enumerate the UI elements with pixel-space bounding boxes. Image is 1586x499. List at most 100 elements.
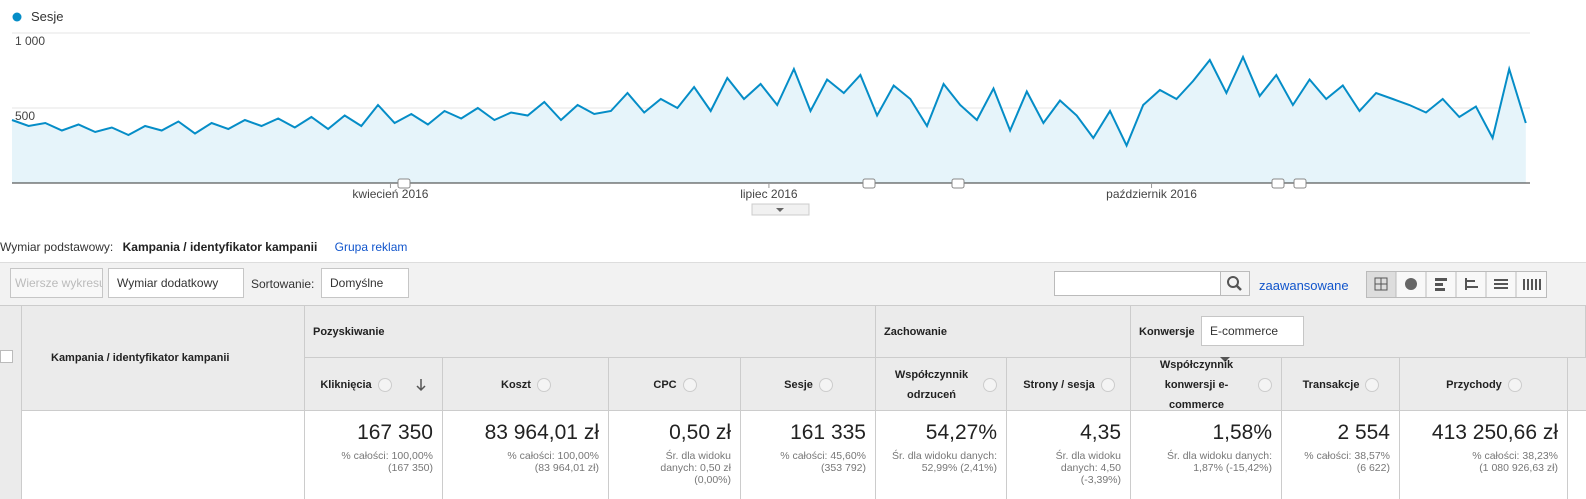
annotation-marker [862, 178, 876, 189]
column-label: Koszt [501, 378, 531, 391]
x-tick-label: lipiec 2016 [740, 187, 798, 201]
group-cell [876, 306, 1131, 358]
column-label: Transakcje [1302, 378, 1360, 391]
total-value: 1,58% [1212, 421, 1272, 444]
total-value: 167 350 [357, 421, 433, 444]
checkbox-col [0, 306, 22, 499]
secondary-label: Wymiar dodatkowy [117, 276, 219, 290]
area [12, 57, 1526, 183]
sort-label: Sortowanie: [251, 277, 315, 291]
annotation-marker [1271, 178, 1285, 189]
column-header[interactable]: CPC [613, 358, 737, 411]
dimension-link[interactable]: Grupa reklam [334, 240, 408, 254]
total-sub: Śr. dla widoku [1055, 450, 1121, 462]
chart-toggle-icon [776, 208, 784, 212]
group-header: Zachowanie [884, 326, 947, 338]
column-label: Przychody [1446, 378, 1502, 391]
column-cell [1131, 358, 1282, 499]
column-header[interactable]: Strony / sesja [1011, 358, 1127, 411]
dimension-label: Wymiar podstawowy: [0, 240, 114, 254]
total-value: 4,35 [1080, 421, 1121, 444]
dimension-col [22, 306, 305, 499]
column-header[interactable]: Współczynnik konwersji e-commerce [1135, 358, 1278, 411]
total-sub: (353 792) [821, 462, 866, 474]
total-value: 2 554 [1337, 421, 1390, 444]
select-value: E-commerce [1210, 324, 1279, 338]
column-label: CPC [653, 378, 677, 391]
column-cell [741, 358, 876, 499]
data-table: Kampania / identyfikator kampanii Pozyski… [0, 305, 1586, 499]
caret [1220, 357, 1230, 363]
total-sub: (-3,39%) [1080, 474, 1121, 486]
total-sub: (167 350) [388, 462, 433, 474]
y-tick-label: 1 000 [15, 34, 45, 48]
annotation-marker [1293, 178, 1307, 189]
group-header: Pozyskiwanie [313, 326, 385, 338]
total-value: 0,50 zł [669, 421, 731, 444]
help-icon[interactable] [536, 377, 551, 392]
help-icon[interactable] [1100, 377, 1115, 392]
search-input[interactable] [1054, 271, 1250, 296]
total-sub: (83 964,01 zł) [534, 462, 599, 474]
dimension-header: Kampania / identyfikator kampanii [51, 352, 230, 364]
total-sub: (1 080 926,63 zł) [1479, 462, 1558, 474]
column-cell [609, 358, 741, 499]
total-sub: % całości: 38,57% [1304, 450, 1390, 462]
column-header[interactable]: Koszt [447, 358, 605, 411]
total-sub: % całości: 100,00% [507, 450, 599, 462]
column-cell [1400, 358, 1568, 499]
sort-arrow [416, 378, 426, 391]
column-header[interactable]: Kliknięcia [309, 358, 439, 411]
checkbox [0, 350, 13, 363]
help-icon[interactable] [682, 377, 697, 392]
chart: Sesje 500 1 000 kwiecień 2016 lipiec 2016 pa… [11, 9, 1530, 216]
dimension-active[interactable]: Kampania / identyfikator kampanii [122, 240, 318, 254]
column-header[interactable]: Współczynnik odrzuceń [880, 358, 1003, 411]
legend-dot [12, 12, 22, 22]
chart-rows-button[interactable]: Wiersze wykresu [10, 268, 103, 298]
total-sub: 52,99% (2,41%) [921, 462, 997, 474]
advanced-link[interactable]: zaawansowane [1259, 278, 1349, 293]
total-sub: 1,87% (-15,42%) [1193, 462, 1272, 474]
header-bg [0, 306, 1586, 411]
x-tick-label: październik 2016 [1106, 187, 1197, 201]
view-switcher[interactable] [1366, 271, 1547, 298]
sort-value: Domyślne [330, 276, 384, 290]
secondary-dimension[interactable]: Wymiar dodatkowy [108, 268, 244, 315]
column-label: Kliknięcia [320, 378, 372, 391]
total-value: 413 250,66 zł [1431, 421, 1558, 444]
sort-select[interactable]: Domyślne [321, 268, 409, 315]
help-icon[interactable] [1258, 377, 1272, 392]
column-header[interactable]: Przychody [1404, 358, 1564, 411]
total-sub: Śr. dla widoku [665, 450, 731, 462]
help-icon[interactable] [377, 377, 392, 392]
total-value: 83 964,01 zł [484, 421, 599, 444]
annotation-marker [951, 178, 965, 189]
search-button[interactable] [1220, 271, 1250, 296]
help-icon[interactable] [1507, 377, 1522, 392]
line [11, 54, 1527, 148]
column-label: Współczynnik konwersji e-commerce [1159, 358, 1234, 411]
group-header: Konwersje [1139, 326, 1195, 338]
legend-label: Sesje [31, 9, 64, 24]
column-cell [1282, 358, 1400, 499]
column-label: Współczynnik odrzuceń [894, 368, 969, 401]
group-cell [305, 306, 876, 358]
help-icon[interactable] [1365, 377, 1380, 392]
x-tick-label: kwiecień 2016 [352, 187, 428, 201]
total-value: 54,27% [925, 421, 997, 444]
column-label: Strony / sesja [1023, 378, 1095, 391]
help-icon[interactable] [983, 377, 997, 392]
group-cell [1131, 306, 1586, 358]
help-icon[interactable] [818, 377, 833, 392]
total-sub: Śr. dla widoku danych: [891, 450, 997, 462]
conversion-select[interactable]: E-commerce [1201, 316, 1304, 363]
column-cell [443, 358, 609, 499]
total-sub: danych: 4,50 [1060, 462, 1121, 474]
total-sub: % całości: 45,60% [780, 450, 866, 462]
dimension-bar: Wymiar podstawowy: Kampania / identyfika… [0, 240, 407, 254]
column-header[interactable]: Transakcje [1286, 358, 1396, 411]
column-header[interactable]: Sesje [745, 358, 872, 411]
total-sub: (6 622) [1356, 462, 1390, 474]
column-cell [1007, 358, 1131, 499]
